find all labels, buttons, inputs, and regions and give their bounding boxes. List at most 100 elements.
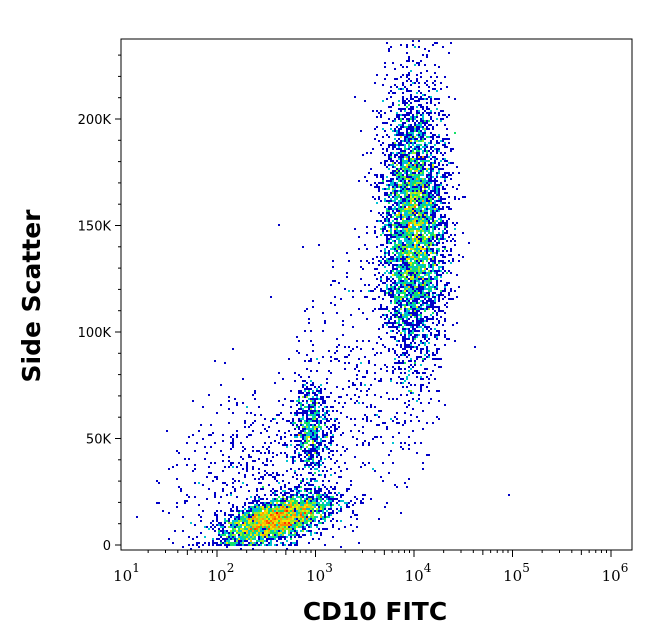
event-density-bin bbox=[338, 500, 340, 502]
event-density-bin bbox=[418, 258, 420, 260]
event-density-bin bbox=[398, 324, 400, 326]
event-density-bin bbox=[428, 244, 430, 246]
event-density-bin bbox=[398, 100, 400, 102]
event-density-bin bbox=[404, 284, 406, 286]
event-density-bin bbox=[302, 508, 304, 510]
event-density-bin bbox=[396, 170, 398, 172]
event-density-bin bbox=[446, 176, 448, 178]
event-density-bin bbox=[220, 450, 222, 452]
event-density-bin bbox=[398, 240, 400, 242]
event-density-bin bbox=[286, 518, 288, 520]
event-density-bin bbox=[360, 278, 362, 280]
event-density-bin bbox=[268, 446, 270, 448]
event-density-bin bbox=[424, 242, 426, 244]
event-density-bin bbox=[236, 436, 238, 438]
event-density-bin bbox=[378, 220, 380, 222]
event-density-bin bbox=[314, 478, 316, 480]
event-density-bin bbox=[432, 268, 434, 270]
event-density-bin bbox=[394, 302, 396, 304]
event-density-bin bbox=[436, 252, 438, 254]
event-density-bin bbox=[458, 172, 460, 174]
event-density-bin bbox=[298, 402, 300, 404]
event-density-bin bbox=[412, 182, 414, 184]
event-density-bin bbox=[422, 322, 424, 324]
event-density-bin bbox=[442, 268, 444, 270]
event-density-bin bbox=[396, 130, 398, 132]
event-density-bin bbox=[428, 160, 430, 162]
event-density-bin bbox=[366, 152, 368, 154]
event-density-bin bbox=[242, 402, 244, 404]
event-density-bin bbox=[426, 184, 428, 186]
event-density-bin bbox=[398, 196, 400, 198]
event-density-bin bbox=[432, 354, 434, 356]
event-density-bin bbox=[414, 46, 416, 48]
event-density-bin bbox=[400, 270, 402, 272]
event-density-bin bbox=[398, 206, 400, 208]
event-density-bin bbox=[274, 494, 276, 496]
event-density-bin bbox=[252, 534, 254, 536]
event-density-bin bbox=[394, 78, 396, 80]
event-density-bin bbox=[440, 366, 442, 368]
event-density-bin bbox=[418, 274, 420, 276]
event-density-bin bbox=[232, 520, 234, 522]
event-density-bin bbox=[402, 282, 404, 284]
event-density-bin bbox=[290, 514, 292, 516]
event-density-bin bbox=[272, 452, 274, 454]
event-density-bin bbox=[340, 396, 342, 398]
event-density-bin bbox=[426, 122, 428, 124]
event-density-bin bbox=[404, 86, 406, 88]
event-density-bin bbox=[414, 330, 416, 332]
event-density-bin bbox=[438, 66, 440, 68]
event-density-bin bbox=[220, 540, 222, 542]
event-density-bin bbox=[308, 526, 310, 528]
event-density-bin bbox=[282, 522, 284, 524]
event-density-bin bbox=[416, 372, 418, 374]
event-density-bin bbox=[400, 114, 402, 116]
event-density-bin bbox=[438, 400, 440, 402]
event-density-bin bbox=[406, 216, 408, 218]
event-density-bin bbox=[232, 466, 234, 468]
event-density-bin bbox=[424, 120, 426, 122]
event-density-bin bbox=[306, 416, 308, 418]
event-density-bin bbox=[420, 228, 422, 230]
event-density-bin bbox=[268, 542, 270, 544]
event-density-bin bbox=[424, 132, 426, 134]
event-density-bin bbox=[432, 352, 434, 354]
event-density-bin bbox=[406, 88, 408, 90]
event-density-bin bbox=[328, 496, 330, 498]
event-density-bin bbox=[384, 294, 386, 296]
event-density-bin bbox=[410, 268, 412, 270]
event-density-bin bbox=[422, 94, 424, 96]
event-density-bin bbox=[440, 160, 442, 162]
event-density-bin bbox=[394, 172, 396, 174]
event-density-bin bbox=[316, 438, 318, 440]
event-density-bin bbox=[396, 306, 398, 308]
event-density-bin bbox=[380, 436, 382, 438]
event-density-bin bbox=[414, 248, 416, 250]
event-density-bin bbox=[218, 544, 220, 546]
event-density-bin bbox=[412, 314, 414, 316]
event-density-bin bbox=[432, 266, 434, 268]
event-density-bin bbox=[352, 384, 354, 386]
event-density-bin bbox=[240, 526, 242, 528]
event-density-bin bbox=[398, 146, 400, 148]
event-density-bin bbox=[228, 522, 230, 524]
event-density-bin bbox=[388, 350, 390, 352]
event-density-bin bbox=[316, 464, 318, 466]
event-density-bin bbox=[352, 296, 354, 298]
event-density-bin bbox=[406, 226, 408, 228]
event-density-bin bbox=[402, 250, 404, 252]
event-density-bin bbox=[396, 222, 398, 224]
event-density-bin bbox=[256, 534, 258, 536]
event-density-bin bbox=[276, 472, 278, 474]
event-density-bin bbox=[250, 506, 252, 508]
event-density-bin bbox=[320, 426, 322, 428]
event-density-bin bbox=[258, 500, 260, 502]
event-density-bin bbox=[442, 202, 444, 204]
event-density-bin bbox=[424, 240, 426, 242]
event-density-bin bbox=[448, 174, 450, 176]
event-density-bin bbox=[438, 170, 440, 172]
event-density-bin bbox=[398, 124, 400, 126]
event-density-bin bbox=[406, 46, 408, 48]
event-density-bin bbox=[244, 528, 246, 530]
